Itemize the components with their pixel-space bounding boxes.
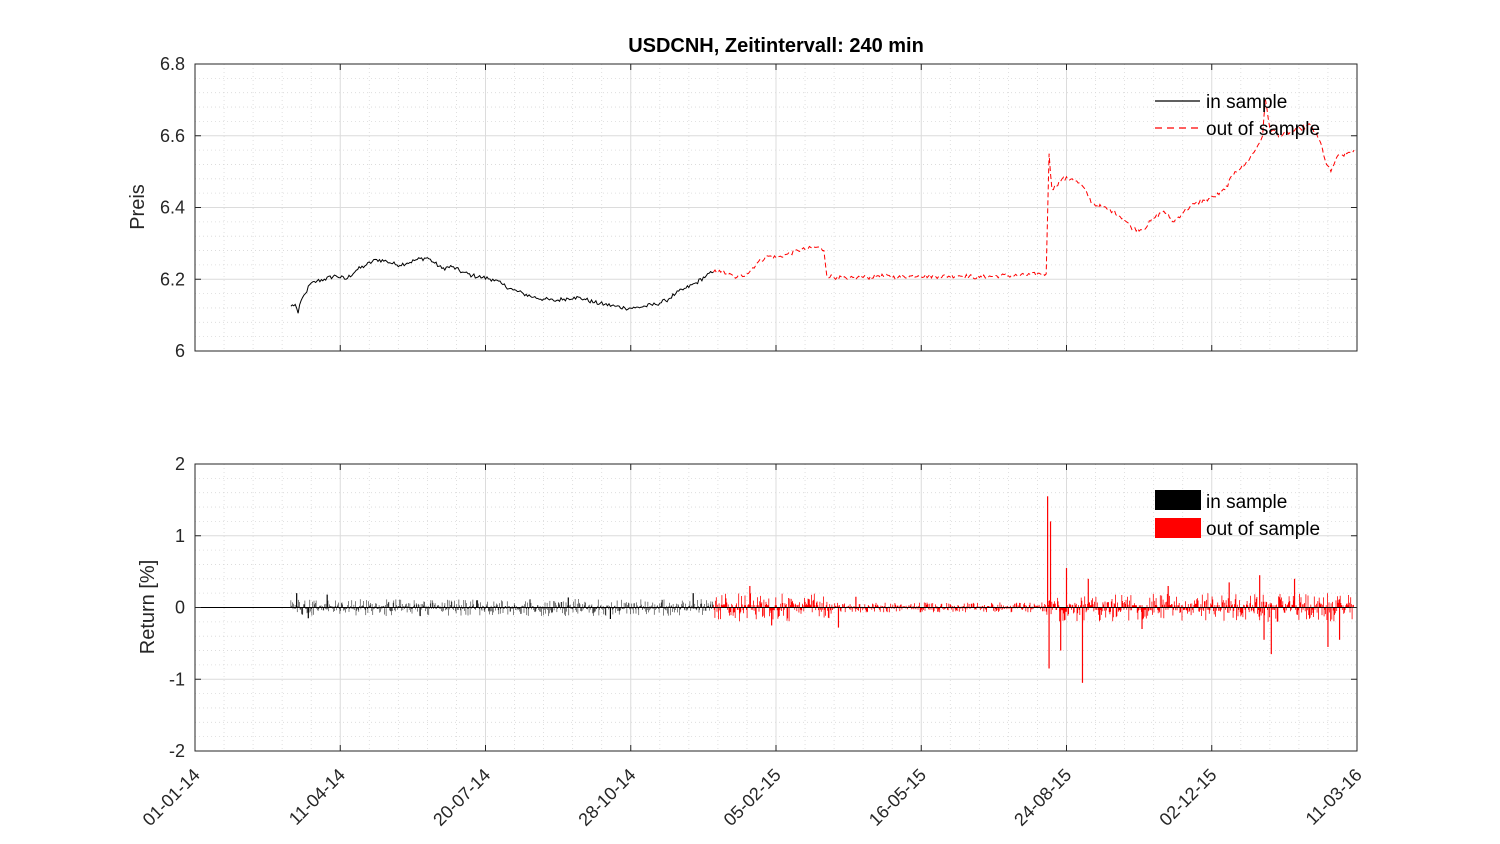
out-of-sample-returns [713,496,1354,683]
y-tick-label: 6.2 [160,269,185,289]
return-bars [713,593,1354,622]
y-tick-label: 6.8 [160,54,185,74]
legend-label-out-of-sample: out of sample [1206,519,1320,540]
y-tick-label: -2 [169,741,185,761]
return-bars [290,599,714,617]
legend-label-in-sample: in sample [1206,492,1287,513]
y-tick-label: -1 [169,669,185,689]
in-sample-price-line [290,257,714,314]
chart-title: USDCNH, Zeitintervall: 240 min [628,35,924,57]
legend-swatch-in-sample [1155,490,1201,510]
y-tick-label: 1 [175,526,185,546]
y-tick-label: 6.6 [160,126,185,146]
return-y-ticks: -2 -1 0 1 2 [169,454,1358,761]
y-tick-label: 6 [175,341,185,361]
y-tick-label: 0 [175,598,185,618]
legend-swatch-out-of-sample [1155,518,1201,538]
y-tick-label: 2 [175,454,185,474]
legend-label-in-sample: in sample [1206,92,1287,113]
return-y-axis-label: Return [%] [137,560,159,654]
in-sample-returns [290,593,714,619]
price-chart: 6 6.2 6.4 6.6 6.8 USDCNH, Zeitintervall: 240… [127,35,1358,361]
price-legend: in sample out of sample [1155,92,1320,140]
out-of-sample-price-line [713,99,1355,281]
return-legend: in sample out of sample [1155,490,1320,540]
price-y-ticks: 6 6.2 6.4 6.6 6.8 [160,54,1358,361]
price-y-axis-label: Preis [127,184,149,230]
price-major-grid [195,64,1357,351]
price-series-line [290,257,714,314]
y-tick-label: 6.4 [160,198,185,218]
legend-label-out-of-sample: out of sample [1206,119,1320,140]
price-series-line [713,99,1355,281]
